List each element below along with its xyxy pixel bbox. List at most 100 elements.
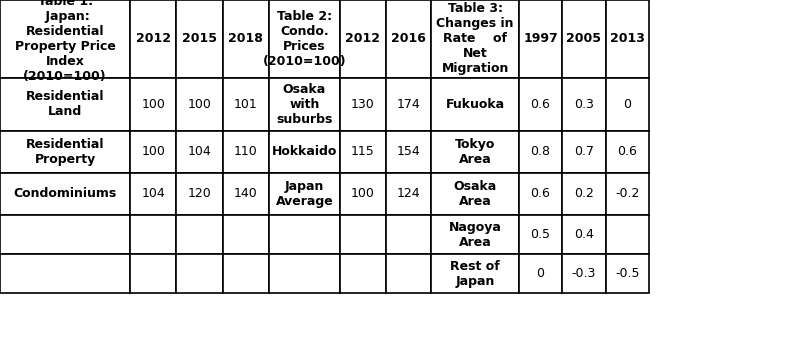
- Bar: [386, 131, 431, 173]
- Bar: [269, 78, 340, 131]
- Text: 1997: 1997: [523, 32, 558, 45]
- Bar: [386, 78, 431, 131]
- Bar: [176, 0, 223, 78]
- Text: 124: 124: [397, 187, 420, 200]
- Bar: [176, 78, 223, 131]
- Bar: [519, 215, 562, 254]
- Bar: [340, 0, 386, 78]
- Text: Table 2:
Condo.
Prices
(2010=100): Table 2: Condo. Prices (2010=100): [262, 10, 346, 68]
- Text: -0.5: -0.5: [615, 267, 639, 280]
- Bar: [562, 78, 606, 131]
- Text: Osaka
Area: Osaka Area: [454, 180, 496, 208]
- Bar: [340, 131, 386, 173]
- Text: 2005: 2005: [566, 32, 602, 45]
- Text: 2012: 2012: [136, 32, 171, 45]
- Bar: [606, 0, 649, 78]
- Bar: [269, 173, 340, 215]
- Bar: [606, 215, 649, 254]
- Text: 2018: 2018: [229, 32, 263, 45]
- Bar: [130, 131, 176, 173]
- Text: 0: 0: [623, 98, 631, 111]
- Text: 120: 120: [188, 187, 212, 200]
- Text: Nagoya
Area: Nagoya Area: [449, 221, 501, 248]
- Bar: [562, 0, 606, 78]
- Bar: [0, 131, 130, 173]
- Bar: [0, 173, 130, 215]
- Bar: [562, 173, 606, 215]
- Bar: [606, 78, 649, 131]
- Text: 140: 140: [233, 187, 257, 200]
- Text: Table 3:
Changes in
Rate    of
Net
Migration: Table 3: Changes in Rate of Net Migratio…: [436, 2, 514, 75]
- Bar: [386, 173, 431, 215]
- Bar: [562, 215, 606, 254]
- Text: -0.2: -0.2: [615, 187, 639, 200]
- Text: 110: 110: [233, 145, 257, 158]
- Bar: [176, 254, 223, 293]
- Bar: [176, 215, 223, 254]
- Text: Residential
Land: Residential Land: [26, 90, 104, 118]
- Bar: [340, 215, 386, 254]
- Text: 130: 130: [351, 98, 375, 111]
- Text: 0.6: 0.6: [618, 145, 637, 158]
- Text: 154: 154: [397, 145, 420, 158]
- Text: 0.6: 0.6: [531, 98, 550, 111]
- Text: 2012: 2012: [346, 32, 380, 45]
- Text: Table 1:
 Japan:
Residential
Property Price
Index
(2010=100): Table 1: Japan: Residential Property Pri…: [14, 0, 115, 83]
- Bar: [340, 78, 386, 131]
- Text: 100: 100: [188, 98, 212, 111]
- Bar: [562, 131, 606, 173]
- Text: 100: 100: [141, 98, 165, 111]
- Bar: [519, 0, 562, 78]
- Text: Residential
Property: Residential Property: [26, 138, 104, 166]
- Text: 104: 104: [141, 187, 165, 200]
- Text: 115: 115: [351, 145, 375, 158]
- Text: 0.8: 0.8: [531, 145, 550, 158]
- Bar: [223, 173, 269, 215]
- Text: Osaka
with
suburbs: Osaka with suburbs: [276, 83, 333, 126]
- Bar: [519, 78, 562, 131]
- Text: Rest of
Japan: Rest of Japan: [450, 260, 500, 288]
- Bar: [130, 254, 176, 293]
- Text: 2016: 2016: [391, 32, 426, 45]
- Bar: [0, 254, 130, 293]
- Text: Tokyo
Area: Tokyo Area: [455, 138, 496, 166]
- Bar: [562, 254, 606, 293]
- Bar: [130, 173, 176, 215]
- Bar: [431, 131, 519, 173]
- Bar: [519, 173, 562, 215]
- Text: -0.3: -0.3: [572, 267, 596, 280]
- Text: 174: 174: [397, 98, 420, 111]
- Text: Fukuoka: Fukuoka: [446, 98, 504, 111]
- Text: Hokkaido: Hokkaido: [272, 145, 337, 158]
- Text: 0.4: 0.4: [574, 228, 593, 241]
- Bar: [223, 78, 269, 131]
- Bar: [606, 254, 649, 293]
- Bar: [130, 0, 176, 78]
- Bar: [269, 254, 340, 293]
- Text: 100: 100: [351, 187, 375, 200]
- Bar: [0, 215, 130, 254]
- Bar: [269, 215, 340, 254]
- Bar: [130, 215, 176, 254]
- Bar: [519, 131, 562, 173]
- Text: 104: 104: [188, 145, 212, 158]
- Bar: [386, 0, 431, 78]
- Text: 0.7: 0.7: [574, 145, 593, 158]
- Text: 0.2: 0.2: [574, 187, 593, 200]
- Bar: [519, 254, 562, 293]
- Bar: [386, 254, 431, 293]
- Bar: [431, 78, 519, 131]
- Bar: [606, 131, 649, 173]
- Bar: [223, 0, 269, 78]
- Bar: [176, 131, 223, 173]
- Bar: [340, 254, 386, 293]
- Text: 0.6: 0.6: [531, 187, 550, 200]
- Bar: [606, 173, 649, 215]
- Bar: [431, 173, 519, 215]
- Bar: [223, 131, 269, 173]
- Text: Condominiums: Condominiums: [14, 187, 117, 200]
- Bar: [223, 254, 269, 293]
- Text: 0: 0: [537, 267, 545, 280]
- Bar: [269, 0, 340, 78]
- Bar: [431, 215, 519, 254]
